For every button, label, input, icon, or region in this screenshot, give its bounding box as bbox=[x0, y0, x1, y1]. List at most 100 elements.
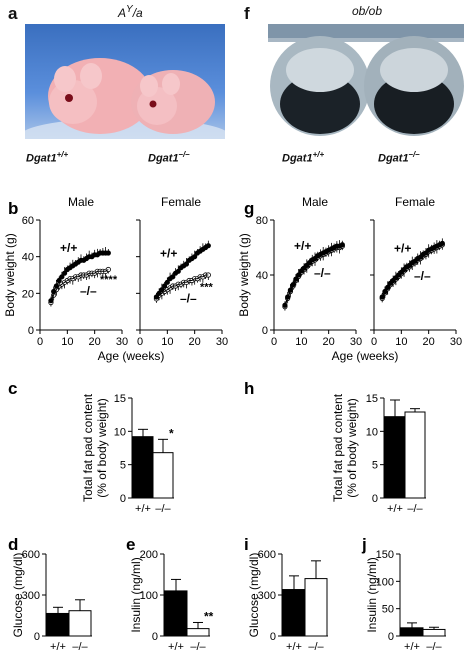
category-label: –/– bbox=[155, 503, 171, 515]
x-tick-label: 30 bbox=[116, 336, 128, 348]
series-line-wt bbox=[155, 245, 209, 298]
panel-f-title: ob/ob bbox=[352, 4, 383, 18]
label-wt: +/+ bbox=[160, 247, 177, 261]
x-tick-label: 0 bbox=[37, 336, 43, 348]
x-tick-label: 0 bbox=[271, 336, 277, 348]
bar-ko bbox=[304, 578, 328, 637]
y-tick-label: 0 bbox=[120, 493, 126, 505]
category-label: –/– bbox=[190, 641, 206, 653]
genotype-label-wt-f: Dgat1+/+ bbox=[282, 150, 325, 165]
significance-marker: ** bbox=[204, 609, 214, 623]
x-tick-label: 20 bbox=[323, 336, 335, 348]
panel-label-g: g bbox=[244, 199, 254, 218]
subplot-title: Female bbox=[395, 195, 435, 209]
subplot-male: 0 40 80 0 10 20 30 Male +/+–/– bbox=[256, 195, 362, 348]
y-tick-label: 10 bbox=[366, 426, 378, 438]
y-axis-label: Total fat pad content bbox=[331, 393, 345, 502]
y-tick-label: 0 bbox=[34, 631, 40, 643]
y-tick-label: 50 bbox=[382, 604, 394, 616]
bar-wt bbox=[132, 436, 154, 499]
chart-d: d 0 300 600 +/+ –/– Glucose (mg/dl) bbox=[8, 535, 92, 653]
bar-ko bbox=[404, 411, 426, 499]
bar-wt bbox=[282, 589, 306, 637]
label-ko: –/– bbox=[80, 284, 97, 298]
significance-marker: * bbox=[169, 426, 174, 440]
panel-label-e: e bbox=[126, 535, 135, 554]
chart-i: i 0 300 600 +/+ –/– Glucose (mg/dl) bbox=[244, 535, 328, 653]
category-label: +/+ bbox=[286, 641, 302, 653]
chart-c: c 0 5 10 15 +/+ –/– * Total fat pad content (% of… bbox=[8, 379, 174, 515]
label-ko: –/– bbox=[180, 291, 197, 305]
y-tick-label: 20 bbox=[22, 288, 34, 300]
y-axis-label: Glucose (mg/dl) bbox=[11, 553, 25, 638]
series-line-wt bbox=[381, 242, 443, 298]
bar-wt bbox=[384, 416, 406, 499]
significance-marker: *** bbox=[200, 281, 214, 293]
y-tick-label: 300 bbox=[258, 590, 276, 602]
panel-label-f: f bbox=[244, 4, 250, 23]
x-tick-label: 10 bbox=[295, 336, 307, 348]
x-axis-label: Age (weeks) bbox=[332, 349, 399, 363]
panel-label-i: i bbox=[244, 535, 249, 554]
series-line-ko bbox=[381, 244, 443, 299]
bar-ko bbox=[68, 610, 92, 637]
category-label: –/– bbox=[72, 641, 88, 653]
label-ko: –/– bbox=[314, 266, 331, 280]
chart-h: h 0 5 10 15 +/+ –/– Total fat pad content (% of … bbox=[244, 379, 426, 515]
category-label: +/+ bbox=[404, 641, 420, 653]
series-line-ko bbox=[156, 274, 209, 300]
y-tick-label: 40 bbox=[22, 252, 34, 264]
mouse-photo-icon bbox=[268, 24, 464, 136]
label-wt: +/+ bbox=[394, 242, 411, 256]
category-label: +/+ bbox=[387, 503, 403, 515]
category-label: +/+ bbox=[50, 641, 66, 653]
subplot-title: Male bbox=[302, 195, 328, 209]
bar-ko bbox=[152, 452, 174, 499]
y-tick-label: 15 bbox=[114, 393, 126, 405]
x-tick-label: 20 bbox=[89, 336, 101, 348]
y-axis-label: Glucose (mg/dl) bbox=[247, 553, 261, 638]
y-axis-label: Total fat pad content bbox=[81, 393, 95, 502]
mouse-photo-f bbox=[268, 24, 464, 142]
y-axis-label: Body weight (g) bbox=[3, 233, 17, 316]
x-axis-label: Age (weeks) bbox=[98, 349, 165, 363]
x-tick-label: 20 bbox=[423, 336, 435, 348]
x-tick-label: 20 bbox=[189, 336, 201, 348]
series-line-wt bbox=[50, 252, 109, 301]
label-ko: –/– bbox=[414, 269, 431, 283]
data-point-wt bbox=[339, 242, 345, 248]
y-tick-label: 80 bbox=[256, 215, 268, 227]
panel-label-b: b bbox=[8, 199, 18, 218]
y-axis-label: Insulin (ng/ml) bbox=[129, 557, 143, 632]
genotype-label-wt-a: Dgat1+/+ bbox=[26, 150, 69, 165]
x-tick-label: 30 bbox=[216, 336, 228, 348]
y-axis-label: Body weight (g) bbox=[237, 233, 251, 316]
data-point-wt bbox=[439, 240, 445, 246]
series-line-wt bbox=[284, 244, 343, 306]
y-tick-label: 0 bbox=[262, 325, 268, 337]
subplot-title: Male bbox=[68, 195, 94, 209]
y-tick-label: 0 bbox=[388, 631, 394, 643]
bar-wt bbox=[400, 627, 424, 637]
panel-label-a: a bbox=[8, 4, 18, 23]
subplot-female: 0 10 20 30 Female +/+–/– bbox=[370, 195, 462, 348]
y-tick-label: 150 bbox=[376, 549, 394, 561]
x-tick-label: 30 bbox=[350, 336, 362, 348]
subplot-male: 0 20 40 60 0 10 20 30 Male +/+ –/–**** bbox=[22, 195, 128, 348]
y-tick-label: 0 bbox=[28, 325, 34, 337]
subplot-female: 0 10 20 30 Female +/+ –/–*** bbox=[136, 195, 228, 348]
bar-ko bbox=[186, 628, 210, 637]
x-tick-label: 0 bbox=[371, 336, 377, 348]
y-axis-label: (% of body weight) bbox=[95, 398, 109, 497]
chart-j: j 0 50 100 150 +/+ –/– Insulin (ng/ml) bbox=[361, 535, 446, 653]
x-tick-label: 10 bbox=[395, 336, 407, 348]
panel-a-title: AY/a bbox=[118, 4, 143, 20]
panel-label-d: d bbox=[8, 535, 18, 554]
y-tick-label: 100 bbox=[140, 590, 158, 602]
category-label: –/– bbox=[426, 641, 442, 653]
panel-label-h: h bbox=[244, 379, 254, 398]
category-label: +/+ bbox=[168, 641, 184, 653]
x-tick-label: 30 bbox=[450, 336, 462, 348]
